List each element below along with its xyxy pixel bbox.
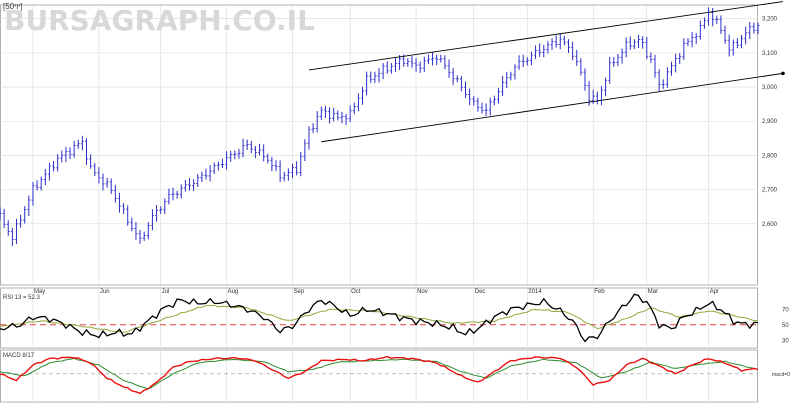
month-label: Oct xyxy=(351,289,361,295)
month-label: 2014 xyxy=(528,289,542,295)
macd-frame xyxy=(0,349,758,403)
price-tick-label: 2,800 xyxy=(762,153,778,159)
channel-upper-line xyxy=(308,1,784,71)
rsi-panel: RSI 13 = 52.3 xyxy=(0,293,759,343)
macd-line xyxy=(0,355,759,395)
price-tick-label: 3,100 xyxy=(762,51,778,57)
rsi-tick-label: 50 xyxy=(782,323,789,329)
month-label: Aug xyxy=(228,289,239,295)
grid xyxy=(0,4,758,403)
channel-lower-line xyxy=(321,72,784,143)
rsi-title: RSI 13 = 52.3 xyxy=(3,295,41,301)
macd-panel: MACD 8/17 xyxy=(0,353,759,395)
month-label: May xyxy=(34,289,45,295)
price-panel xyxy=(0,1,785,247)
x-axis-months: May Jun Jul Aug Sep Oct Nov Dec 2014 Feb Mar Apr xyxy=(34,289,719,295)
macd-tick-label: macd=0 xyxy=(772,372,790,378)
y-axes: 2,600 2,700 2,800 2,900 3,000 3,100 3,200 30 50 7… xyxy=(762,17,790,378)
macd-signal-line xyxy=(0,357,759,390)
rsi-line xyxy=(0,293,759,343)
price-tick-label: 2,600 xyxy=(762,222,778,228)
watermark: BURSAGRAPH.CO.IL xyxy=(4,4,315,37)
rsi-tick-label: 30 xyxy=(782,338,789,344)
rsi-tick-label: 70 xyxy=(782,307,789,313)
month-label: Nov xyxy=(417,289,428,295)
macd-title: MACD 8/17 xyxy=(3,353,35,359)
price-tick-label: 2,700 xyxy=(762,188,778,194)
price-frame xyxy=(0,4,758,286)
month-label: Apr xyxy=(710,289,719,295)
month-label: Jun xyxy=(100,289,110,295)
period-label: [50יוי] xyxy=(3,2,23,11)
month-label: Dec xyxy=(475,289,486,295)
price-tick-label: 3,000 xyxy=(762,85,778,91)
month-label: Mar xyxy=(648,289,658,295)
channel-end-marker xyxy=(781,71,785,76)
month-label: Jul xyxy=(162,289,170,295)
rsi-frame xyxy=(0,287,758,349)
rsi-signal-line xyxy=(0,304,759,333)
month-label: Feb xyxy=(594,289,605,295)
month-label: Sep xyxy=(293,289,304,295)
price-tick-label: 3,200 xyxy=(762,17,778,23)
price-tick-label: 2,900 xyxy=(762,119,778,125)
